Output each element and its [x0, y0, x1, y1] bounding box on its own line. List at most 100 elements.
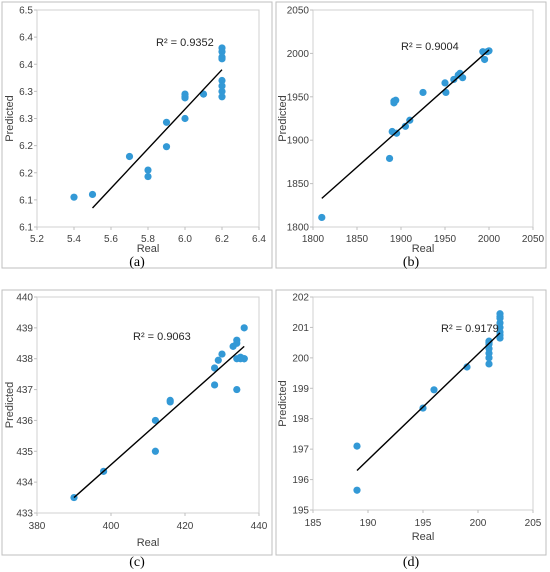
data-point [385, 154, 394, 163]
y-tick-label: 195 [292, 506, 309, 517]
data-point [144, 166, 152, 174]
data-point [240, 355, 248, 363]
data-point [151, 416, 159, 425]
x-tick-label: 205 [525, 518, 542, 529]
x-tick-label: 5.4 [67, 234, 81, 245]
data-point [318, 213, 326, 222]
data-point [151, 447, 159, 455]
chart-panel-2: 1800 1850 1900 1950 2000 2050 1800 1850 1900 1950… [275, 1, 547, 270]
y-tick-label: 434 [16, 478, 33, 489]
x-tick-label: 190 [360, 518, 377, 529]
x-tick-label: 5.2 [30, 234, 44, 245]
data-point [218, 82, 226, 90]
x-tick-label: 6.4 [252, 234, 266, 245]
y-tick-label: 438 [16, 354, 33, 365]
x-tick-label: 2000 [478, 234, 501, 245]
data-point [218, 87, 226, 95]
panel-label: (d) [403, 555, 420, 570]
x-tick-label: 1800 [302, 234, 325, 245]
data-point [441, 79, 449, 87]
y-tick-label: 6.1 [19, 195, 33, 206]
y-tick-label: 435 [16, 447, 33, 458]
data-point [70, 193, 78, 201]
r-squared-label: R² = 0.9004 [401, 41, 459, 53]
plot-area [36, 296, 260, 514]
x-axis-title: Real [412, 243, 435, 255]
y-axis-title: Predicted [277, 95, 289, 141]
data-point [353, 486, 361, 494]
data-point [401, 122, 409, 130]
data-point [393, 129, 401, 137]
data-point [459, 74, 467, 82]
y-axis-title: Predicted [4, 382, 16, 428]
y-tick-label: 1900 [287, 136, 310, 147]
chart-panel-4: 185 190 195 200 205 195 196 197 198 199 200 201 202 R… [275, 289, 547, 570]
data-point [125, 152, 134, 161]
data-point [496, 310, 504, 318]
data-point [485, 360, 493, 368]
y-tick-label: 436 [16, 416, 33, 427]
r-squared-label: R² = 0.9352 [156, 37, 214, 49]
data-point [240, 324, 248, 332]
y-tick-label: 2000 [287, 49, 310, 60]
x-axis-title: Real [412, 531, 435, 543]
y-tick-label: 6.5 [19, 6, 33, 17]
x-tick-label: 1950 [434, 234, 457, 245]
y-tick-label: 6.2 [19, 168, 33, 179]
y-tick-label: 1850 [287, 179, 310, 190]
y-tick-label: 6.3 [19, 114, 33, 125]
chart-panel-1: 5.2 5.4 5.6 5.8 6.0 6.2 6.4 6.1 6.1 6.2 6.2 6.3 6.3 6… [1, 1, 273, 270]
panel-label: (c) [129, 555, 145, 570]
y-tick-label: 6.2 [19, 141, 33, 152]
x-tick-label: 1850 [346, 234, 369, 245]
x-tick-label: 195 [415, 518, 432, 529]
data-point [144, 172, 152, 181]
plot-area [36, 9, 260, 228]
y-tick-label: 201 [292, 323, 309, 334]
data-point [485, 337, 493, 345]
chart-frame [275, 1, 547, 269]
data-point [218, 93, 226, 101]
y-tick-label: 1950 [287, 92, 310, 103]
data-point [218, 76, 226, 85]
chart-frame [1, 1, 273, 269]
data-point [211, 364, 219, 372]
chart-frame [275, 289, 547, 556]
x-axis-title: Real [137, 537, 160, 549]
x-tick-label: 200 [470, 518, 487, 529]
chart-panel-3: 380 400 420 440 433 434 435 436 437 438 439 440 Real… [1, 289, 273, 570]
y-tick-label: 6.1 [19, 223, 33, 234]
y-axis-title: Predicted [277, 380, 289, 426]
trendline [321, 49, 490, 199]
x-tick-label: 185 [305, 518, 322, 529]
data-point [218, 350, 226, 358]
y-tick-label: 200 [292, 353, 309, 364]
data-point [162, 118, 171, 126]
trendline [73, 345, 245, 499]
data-point [211, 381, 219, 389]
data-point [233, 385, 241, 394]
data-point [214, 356, 222, 364]
x-tick-label: 6.0 [178, 234, 192, 245]
data-point [233, 339, 241, 347]
data-point [88, 190, 97, 199]
y-tick-label: 6.3 [19, 87, 33, 98]
y-tick-label: 6.4 [19, 60, 33, 71]
y-tick-label: 199 [292, 384, 309, 395]
y-tick-label: 202 [292, 293, 309, 304]
data-point [430, 386, 438, 394]
panel-label: (a) [129, 255, 145, 270]
data-point [353, 442, 361, 450]
x-tick-label: 2050 [522, 234, 545, 245]
x-tick-label: 380 [29, 521, 46, 532]
y-tick-label: 437 [16, 385, 33, 396]
y-tick-label: 1800 [287, 223, 310, 234]
x-tick-label: 6.2 [215, 234, 229, 245]
y-tick-label: 433 [16, 509, 33, 520]
r-squared-label: R² = 0.9063 [133, 331, 191, 343]
plot-area [312, 9, 534, 228]
data-point [481, 55, 489, 64]
y-tick-label: 197 [292, 445, 309, 456]
r-squared-label: R² = 0.9179 [441, 323, 499, 335]
